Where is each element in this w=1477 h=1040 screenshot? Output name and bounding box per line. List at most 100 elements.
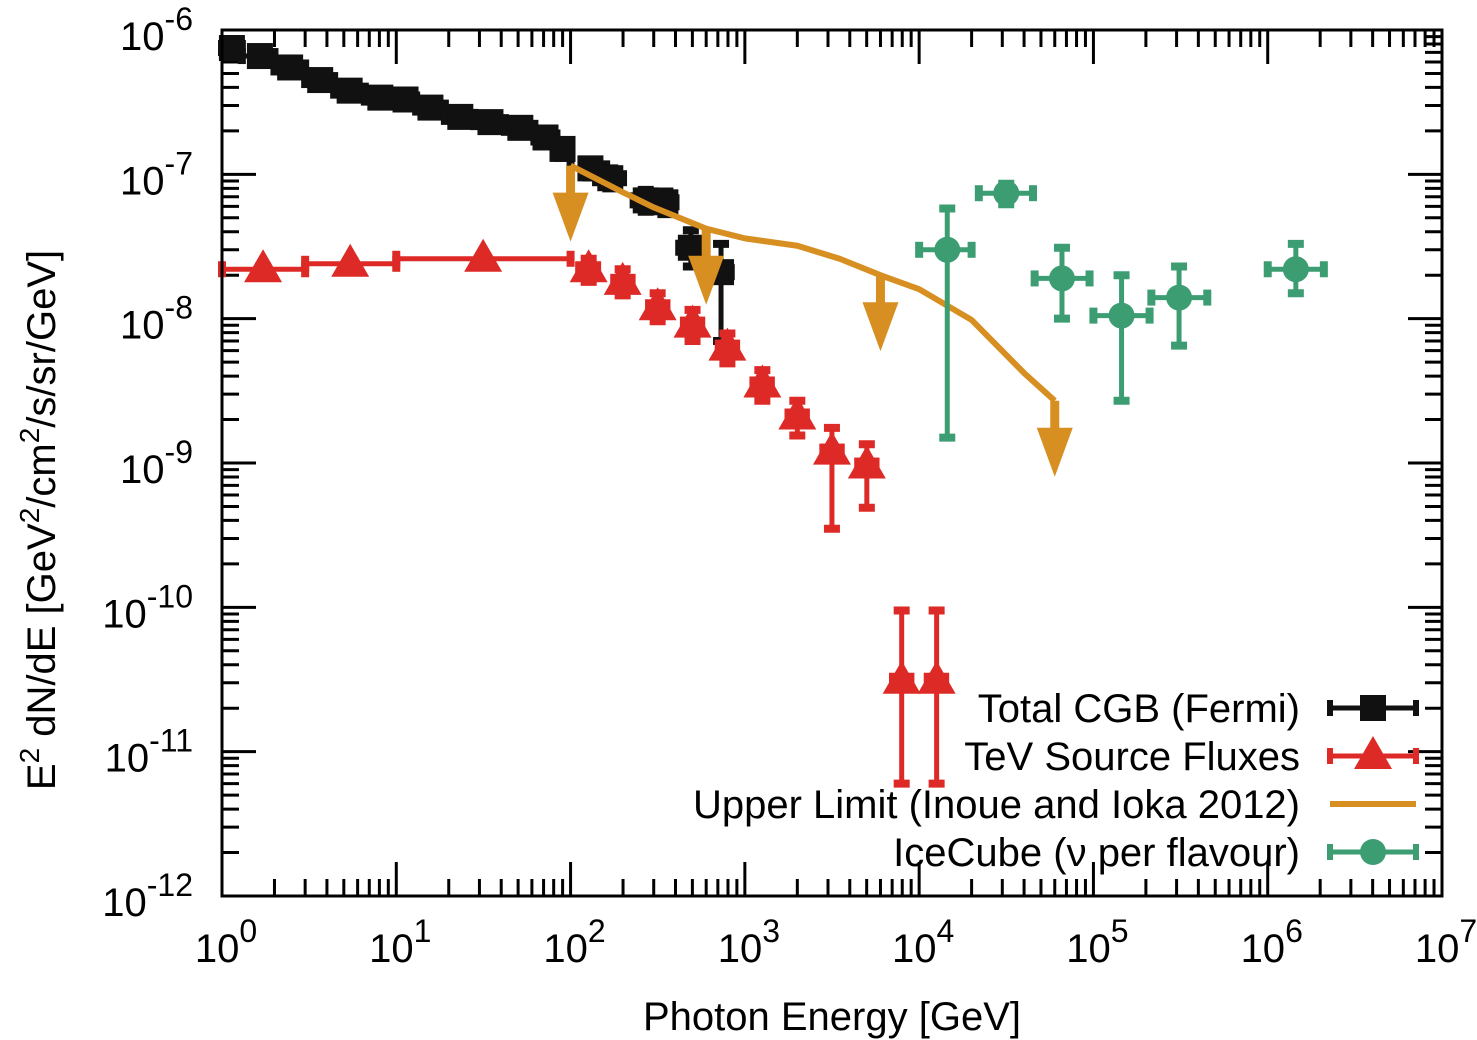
x-tick-base: 10 xyxy=(1415,927,1460,971)
triangle-marker xyxy=(464,238,503,272)
x-tick-base: 10 xyxy=(718,927,763,971)
data-point-total-cgb xyxy=(301,67,339,94)
y-tick-label: 10-10 xyxy=(102,578,193,636)
y-tick-label: 10-12 xyxy=(102,867,193,925)
data-point-tev-source xyxy=(743,364,782,405)
y-tick-label: 10-11 xyxy=(105,723,193,781)
legend-entry-icecube: IceCube (ν per flavour) xyxy=(893,831,1419,875)
y-tick-exponent: -11 xyxy=(149,723,193,759)
upper-limit-arrow-head xyxy=(862,302,899,352)
triangle-marker xyxy=(569,249,608,283)
triangle-marker xyxy=(847,445,886,479)
x-tick-label: 106 xyxy=(1241,913,1303,971)
x-tick-exponent: 0 xyxy=(239,913,257,949)
y-tick-base: 10 xyxy=(120,448,165,492)
upper-limit-arrow xyxy=(862,275,899,352)
x-tick-base: 10 xyxy=(195,927,240,971)
y-tick-exponent: -7 xyxy=(165,145,193,181)
legend-label-tev-sources: TeV Source Fluxes xyxy=(964,735,1300,779)
square-marker xyxy=(417,94,444,121)
tick-labels: 100 101 102 103 104 105 106 10710-1210-1110-101… xyxy=(102,1,1477,971)
circle-marker xyxy=(1282,256,1309,283)
x-axis-label: Photon Energy [GeV] xyxy=(643,995,1021,1039)
data-point-total-cgb xyxy=(470,109,509,136)
x-tick-label: 101 xyxy=(369,913,431,971)
data-point-tev-source xyxy=(708,327,747,368)
y-tick-label: 10-6 xyxy=(120,1,193,59)
data-point-icecube xyxy=(1089,271,1154,405)
x-tick-base: 10 xyxy=(543,927,588,971)
data-point-icecube xyxy=(1030,243,1094,323)
y-label-post: /s/sr/GeV] xyxy=(20,250,64,428)
square-marker xyxy=(367,84,394,111)
legend-marker xyxy=(1354,736,1392,769)
square-marker xyxy=(507,114,534,141)
data-point-tev-source xyxy=(847,440,886,512)
y-label-pre: E xyxy=(20,763,64,790)
triangle-marker xyxy=(638,287,677,321)
upper-limit-arrow xyxy=(552,165,589,242)
upper-limit-arrow-head xyxy=(552,192,589,242)
triangle-marker xyxy=(673,304,712,338)
data-point-icecube xyxy=(974,179,1037,209)
triangle-marker xyxy=(244,249,283,283)
triangle-marker xyxy=(882,660,921,694)
x-tick-base: 10 xyxy=(892,927,937,971)
x-tick-exponent: 7 xyxy=(1459,913,1477,949)
y-tick-base: 10 xyxy=(102,881,147,925)
y-tick-label: 10-9 xyxy=(120,434,193,492)
y-label-sup3: 2 xyxy=(14,428,45,444)
square-marker xyxy=(307,67,334,94)
data-point-total-cgb xyxy=(549,135,576,162)
series-tev-source-fluxes xyxy=(218,238,956,788)
x-tick-base: 10 xyxy=(1066,927,1111,971)
y-tick-base: 10 xyxy=(102,592,147,636)
series-icecube xyxy=(915,179,1328,442)
legend-entry-tev-sources: TeV Source Fluxes xyxy=(964,735,1419,779)
triangle-marker xyxy=(812,431,851,465)
upper-limit-arrow xyxy=(688,228,725,305)
x-tick-label: 105 xyxy=(1066,913,1128,971)
x-tick-exponent: 5 xyxy=(1111,913,1129,949)
legend-symbol-total-cgb xyxy=(1327,695,1419,721)
data-point-tev-source xyxy=(812,423,851,533)
triangle-marker xyxy=(331,243,370,277)
data-point-tev-source xyxy=(603,261,642,300)
y-label-sup2: 2 xyxy=(14,508,45,524)
data-point-tev-source xyxy=(569,249,608,286)
square-marker xyxy=(277,54,304,81)
y-tick-exponent: -9 xyxy=(165,434,193,470)
series-upper-limit xyxy=(552,162,1073,477)
x-tick-label: 100 xyxy=(195,913,257,971)
axis-ticks xyxy=(222,30,1442,896)
upper-limit-arrow xyxy=(1036,400,1073,477)
data-point-total-cgb xyxy=(412,94,449,121)
x-tick-label: 102 xyxy=(543,913,605,971)
data-point-tev-source xyxy=(638,287,677,326)
data-point-total-cgb xyxy=(500,114,539,141)
square-marker xyxy=(477,109,504,136)
data-point-tev-source xyxy=(882,606,921,788)
triangle-marker xyxy=(708,327,747,361)
y-tick-base: 10 xyxy=(105,737,150,781)
y-label-sup1: 2 xyxy=(14,748,45,764)
upper-limit-arrow-head xyxy=(688,255,725,305)
series-layer xyxy=(218,35,1328,788)
data-point-total-cgb xyxy=(440,103,479,130)
upper-limit-arrow-head xyxy=(1036,427,1073,477)
triangle-marker xyxy=(743,364,782,398)
square-marker xyxy=(447,103,474,130)
plot-frame xyxy=(220,28,1444,898)
square-marker xyxy=(336,77,363,104)
triangle-marker xyxy=(778,396,817,430)
data-point-tev-source xyxy=(673,304,712,346)
data-point-icecube xyxy=(1147,262,1212,350)
triangle-marker xyxy=(603,261,642,295)
legend-label-upper-limit: Upper Limit (Inoue and Ioka 2012) xyxy=(693,783,1300,827)
data-point-total-cgb xyxy=(330,77,369,104)
data-point-tev-source xyxy=(778,396,817,440)
x-tick-label: 104 xyxy=(892,913,954,971)
y-tick-exponent: -6 xyxy=(165,1,193,37)
x-tick-base: 10 xyxy=(1241,927,1286,971)
